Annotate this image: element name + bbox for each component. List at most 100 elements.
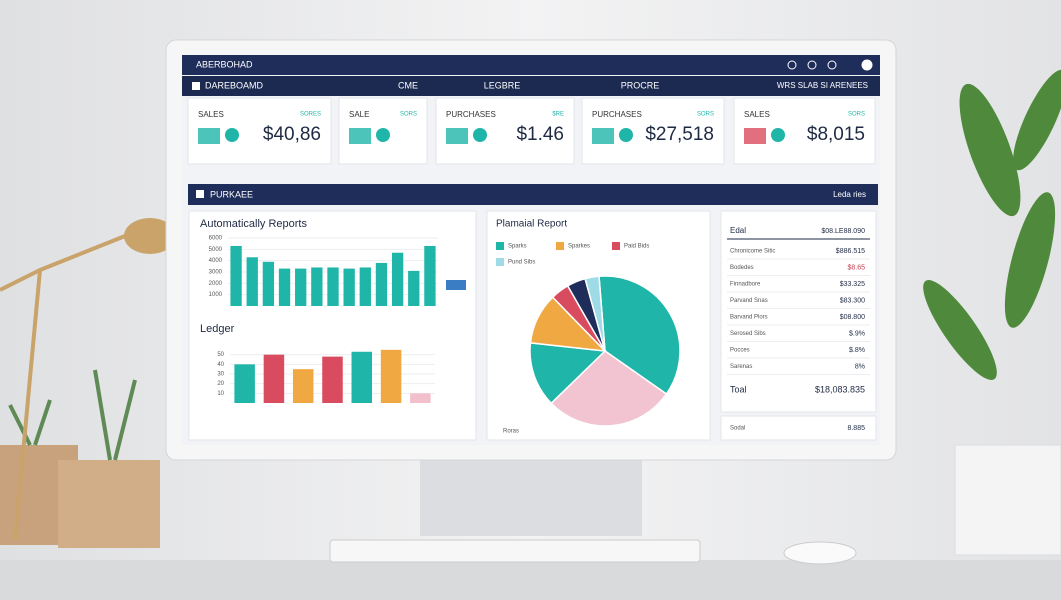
kpi-value: $8,015: [807, 124, 865, 145]
kpi-icon: [473, 128, 487, 142]
y-tick-label: 10: [217, 391, 224, 397]
lamp: [0, 228, 141, 541]
bar: [375, 262, 388, 306]
legend-label: Sparks: [508, 244, 527, 250]
bar: [295, 268, 307, 306]
y-tick-label: 5000: [209, 247, 223, 253]
bar: [408, 270, 420, 306]
kpi-label: SALES: [744, 110, 770, 119]
kpi-icon: [744, 128, 766, 144]
pie-slice: [529, 342, 607, 405]
planter: [954, 444, 1061, 556]
monitor-stand: [420, 458, 642, 536]
kpi-label: SALES: [198, 110, 224, 119]
table-cell: Parvand Snas: [730, 298, 768, 304]
section-bar: [188, 184, 878, 205]
kpi-icon: [349, 128, 371, 144]
succulents: [8, 369, 137, 461]
kpi-icon: [198, 128, 220, 144]
nav-bar: [182, 76, 880, 96]
nav-item[interactable]: CME: [398, 80, 418, 90]
chart-title: Automatically Reports: [200, 218, 307, 230]
kpi-icon: [771, 128, 785, 142]
table-cell: Serosed Sibs: [730, 331, 766, 337]
panel: [720, 415, 877, 441]
plant-leaves: [923, 69, 1061, 380]
kpi-icon: [225, 128, 239, 142]
table-cell: 8%: [855, 363, 865, 370]
nav-menu[interactable]: WRS SLAB SI ARENEES: [777, 81, 868, 90]
bar: [262, 261, 275, 306]
legend-label: Paid Bids: [624, 244, 649, 250]
section-menu[interactable]: Leda ries: [833, 190, 866, 199]
kpi-icon: [446, 128, 468, 144]
section-icon: [196, 190, 204, 198]
y-tick-label: 40: [217, 362, 224, 368]
table-cell: $33.325: [840, 281, 865, 288]
bar: [278, 268, 291, 306]
chart-title: Ledger: [200, 323, 235, 335]
legend-label: Sparkes: [568, 244, 590, 250]
table-cell: $8.65: [847, 264, 865, 271]
kpi-icon: [592, 128, 614, 144]
topbar: [182, 55, 880, 75]
keyboard: [329, 539, 701, 563]
table-cell: Bodedes: [730, 265, 754, 271]
y-tick-label: 6000: [209, 236, 223, 242]
bar: [263, 354, 285, 403]
table-header: Edal: [730, 226, 746, 235]
y-tick-label: 50: [217, 352, 224, 358]
table-cell: $08.800: [840, 314, 865, 321]
legend-swatch: [556, 242, 564, 250]
pie-slice: [584, 275, 606, 352]
section-title: PURKAEE: [210, 189, 253, 199]
chart-title: Plamaial Report: [496, 219, 567, 230]
table-header: $08.LE88.090: [821, 228, 865, 235]
bar: [351, 351, 373, 403]
kpi-card: [581, 97, 725, 165]
table-cell: $.8%: [849, 347, 865, 354]
legend-swatch: [612, 242, 620, 250]
nav-item[interactable]: PROCRE: [621, 80, 660, 90]
kpi-tag: SORES: [300, 112, 321, 118]
topbar-icons: [787, 59, 873, 71]
y-tick-label: 30: [217, 372, 224, 378]
kpi-tag: SORS: [848, 112, 865, 118]
bar: [410, 393, 431, 403]
table-cell: Pocces: [730, 348, 750, 354]
table-footer: Sodal: [730, 426, 745, 432]
table-total: $18,083.835: [815, 384, 865, 394]
table-total: Toal: [730, 384, 747, 394]
bar: [322, 356, 343, 403]
bar: [391, 252, 404, 306]
kpi-tag: $RE: [552, 112, 564, 118]
bar: [327, 267, 339, 306]
pie-slice: [550, 350, 668, 427]
table-cell: $.9%: [849, 330, 865, 337]
table-cell: $83.300: [840, 297, 865, 304]
legend-swatch: [496, 242, 504, 250]
nav-brand: DAREBOAMD: [205, 80, 264, 90]
kpi-label: PURCHASES: [592, 110, 642, 119]
kpi-value: $27,518: [645, 124, 714, 145]
kpi-tag: SORS: [400, 112, 417, 118]
y-tick-label: 1000: [209, 292, 223, 298]
kpi-icon: [376, 128, 390, 142]
bar: [424, 245, 436, 306]
kpi-icon: [619, 128, 633, 142]
table-cell: Chronicome Sitic: [730, 249, 775, 255]
y-tick-label: 2000: [209, 281, 223, 287]
legend-label: Pund Sibs: [508, 260, 535, 266]
bar: [234, 364, 255, 403]
nav-item[interactable]: LEGBRE: [484, 80, 521, 90]
nav-icon: [192, 82, 200, 90]
kpi-value: $40,86: [263, 124, 321, 145]
y-tick-label: 3000: [209, 270, 223, 276]
pot-right: [58, 460, 160, 548]
panel: [720, 210, 877, 413]
kpi-label: PURCHASES: [446, 110, 496, 119]
lamp-head: [124, 218, 176, 254]
table-cell: $886.515: [836, 248, 865, 255]
bar: [230, 245, 242, 306]
